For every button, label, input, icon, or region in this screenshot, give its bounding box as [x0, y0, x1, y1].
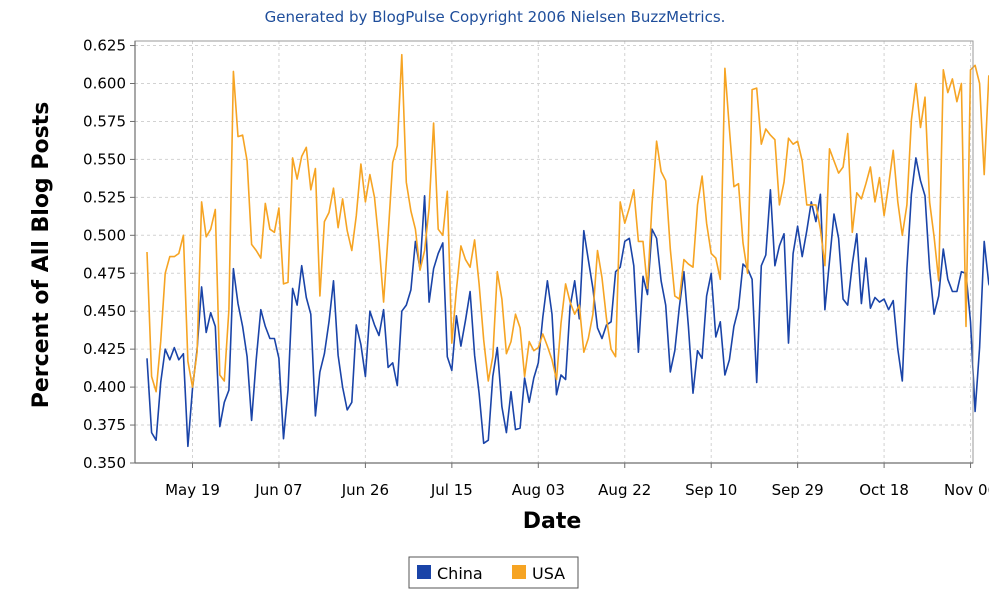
- x-tick-label: Aug 03: [512, 481, 565, 499]
- y-tick-label: 0.500: [83, 226, 126, 244]
- y-tick-label: 0.525: [83, 188, 126, 206]
- y-tick-label: 0.475: [83, 264, 126, 282]
- legend-frame: [408, 556, 579, 589]
- x-tick-label: Jun 07: [254, 481, 302, 499]
- y-tick-label: 0.350: [83, 454, 126, 472]
- y-tick-label: 0.425: [83, 340, 126, 358]
- y-tick-label: 0.600: [83, 75, 126, 93]
- y-tick-label: 0.450: [83, 302, 126, 320]
- series-line-china: [146, 157, 989, 448]
- plot-area: [135, 41, 973, 463]
- y-tick-label: 0.375: [83, 416, 126, 434]
- legend: China USA: [408, 556, 579, 589]
- legend-label-usa: USA: [532, 564, 565, 583]
- grid-lines: [135, 41, 973, 464]
- x-tick-label: Nov 06: [944, 481, 989, 499]
- legend-swatch-china: [417, 565, 431, 579]
- x-tick-label: Sep 10: [685, 481, 737, 499]
- x-tick-label: Jun 26: [341, 481, 389, 499]
- series-line-usa: [146, 53, 989, 393]
- y-tick-label: 0.550: [83, 150, 126, 168]
- y-tick-label: 0.575: [83, 112, 126, 130]
- x-axis-title: Date: [523, 509, 582, 534]
- y-tick-label: 0.625: [83, 37, 126, 55]
- x-tick-label: Jul 15: [430, 481, 473, 499]
- legend-label-china: China: [437, 564, 483, 583]
- legend-swatch-usa: [512, 565, 526, 579]
- x-tick-label: Aug 22: [598, 481, 651, 499]
- x-tick-label: Sep 29: [772, 481, 824, 499]
- y-tick-label: 0.400: [83, 378, 126, 396]
- x-tick-label: May 19: [165, 481, 220, 499]
- series-lines: [146, 53, 989, 448]
- y-axis-title: Percent of All Blog Posts: [29, 102, 54, 409]
- x-tick-label: Oct 18: [859, 481, 909, 499]
- axis-ticks: 0.350 0.375 0.400 0.425 0.450 0.475 0.500 0.525…: [83, 37, 989, 499]
- chart-credit: Generated by BlogPulse Copyright 2006 Ni…: [265, 8, 726, 26]
